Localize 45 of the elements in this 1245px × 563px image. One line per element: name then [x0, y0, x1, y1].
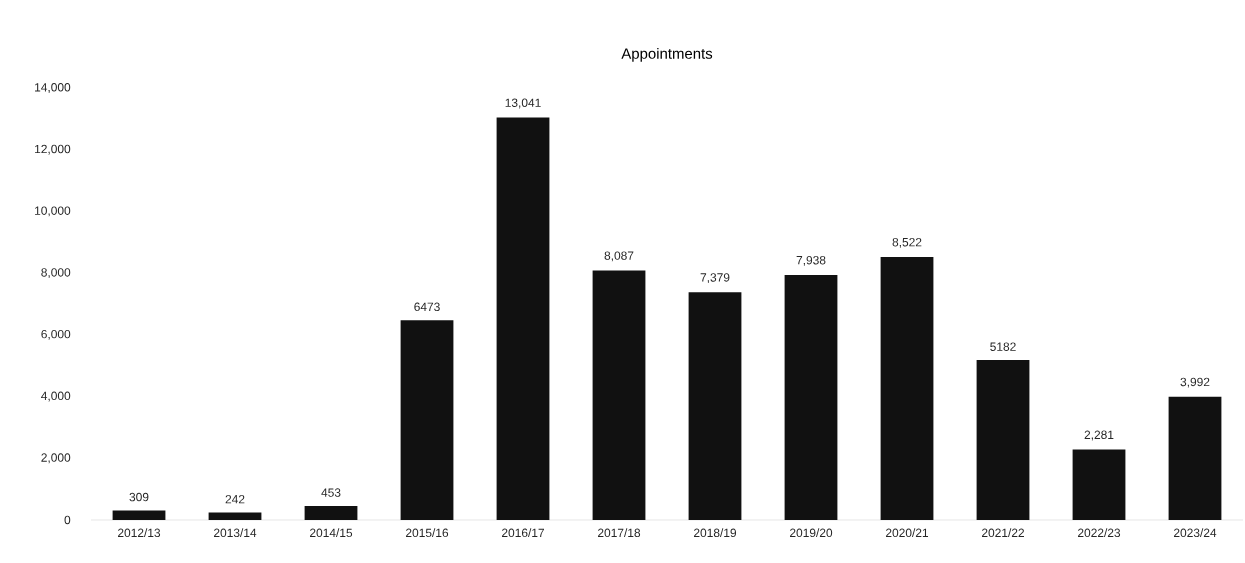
bar: [784, 275, 838, 520]
bar: [592, 270, 646, 520]
x-tick-label: 2019/20: [789, 528, 833, 538]
x-tick-label: 2016/17: [501, 528, 545, 538]
x-tick-label: 2020/21: [885, 528, 929, 538]
data-label: 309: [129, 492, 149, 502]
x-tick-label: 2021/22: [981, 528, 1024, 538]
y-tick-label: 6,000: [41, 329, 71, 340]
bar: [112, 510, 166, 520]
data-label: 13,041: [505, 98, 541, 109]
data-label: 453: [321, 488, 341, 497]
data-label: 2,281: [1084, 430, 1114, 441]
bar: [400, 320, 454, 520]
data-label: 5182: [990, 342, 1016, 351]
bar: [208, 512, 262, 520]
x-tick-label: 2014/15: [309, 528, 353, 538]
y-tick-label: 0: [64, 515, 71, 525]
y-tick-label: 10,000: [35, 206, 71, 217]
bar: [1168, 396, 1222, 520]
bar: [304, 506, 358, 520]
x-tick-label: 2022/23: [1077, 528, 1121, 538]
y-tick-label: 8,000: [41, 268, 71, 279]
data-label: 8,522: [892, 237, 922, 248]
x-tick-label: 2018/19: [693, 528, 737, 538]
x-tick-label: 2012/13: [118, 528, 161, 538]
bar: [976, 360, 1030, 520]
y-tick-label: 14,000: [35, 83, 71, 93]
data-label: 3,992: [1180, 377, 1210, 388]
x-tick-label: 2023/24: [1173, 528, 1217, 538]
bar: [1072, 449, 1126, 520]
data-label: 7,938: [796, 255, 826, 266]
y-tick-label: 4,000: [41, 391, 71, 402]
chart-title: Appointments: [621, 47, 713, 62]
y-tick-label: 12,000: [35, 144, 71, 155]
bar: [688, 292, 742, 520]
bar: [496, 117, 550, 520]
data-label: 7,379: [700, 273, 730, 284]
x-tick-label: 2015/16: [405, 528, 449, 538]
data-label: 8,087: [604, 251, 634, 262]
x-tick-label: 2017/18: [597, 528, 641, 538]
x-tick-label: 2013/14: [214, 528, 257, 538]
data-label: 242: [225, 494, 245, 504]
bar: [880, 257, 934, 520]
data-label: 6473: [414, 302, 440, 312]
y-tick-label: 2,000: [41, 453, 71, 464]
